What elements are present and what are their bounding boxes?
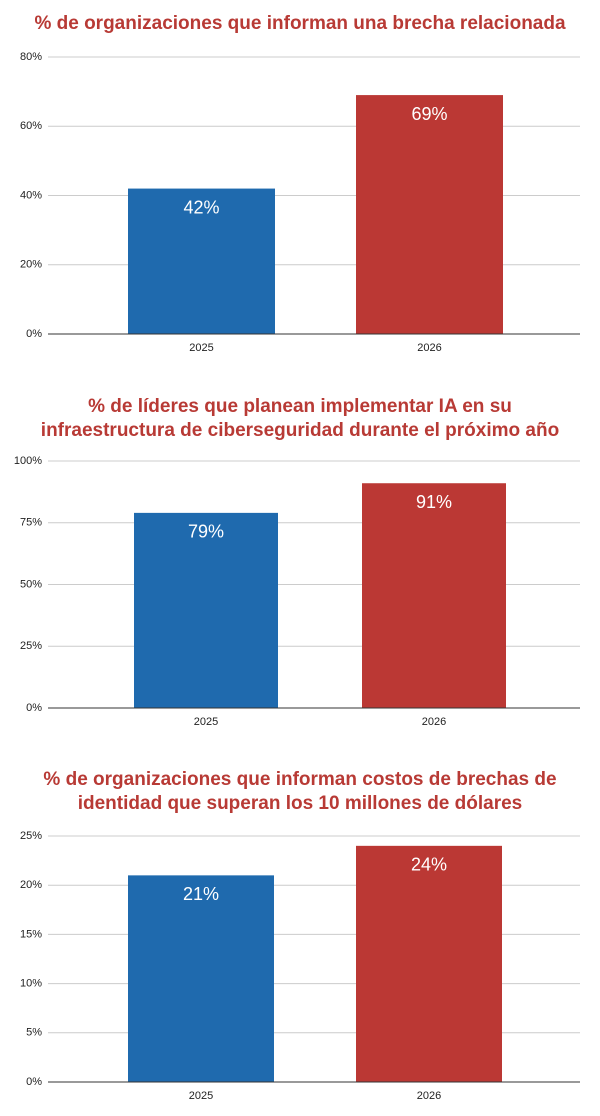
y-tick-label: 0%	[26, 1076, 42, 1088]
y-tick-label: 20%	[20, 879, 42, 891]
y-tick-label: 10%	[20, 978, 42, 990]
bar	[128, 875, 274, 1082]
y-tick-label: 75%	[20, 517, 42, 529]
x-tick-label: 2026	[417, 342, 441, 354]
y-tick-label: 15%	[20, 928, 42, 940]
chart-title: % de organizaciones que informan costos …	[43, 769, 556, 790]
y-tick-label: 60%	[20, 120, 42, 132]
y-tick-label: 100%	[14, 455, 42, 467]
value-label: 21%	[183, 884, 219, 904]
bar	[362, 483, 506, 708]
bar	[356, 845, 502, 1082]
value-label: 42%	[183, 197, 219, 217]
chart-title: identidad que superan los 10 millones de…	[78, 793, 523, 814]
y-tick-label: 50%	[20, 578, 42, 590]
x-tick-label: 2025	[189, 1090, 213, 1102]
bar	[134, 512, 278, 708]
y-tick-label: 0%	[26, 328, 42, 340]
x-tick-label: 2026	[417, 1090, 441, 1102]
bar	[356, 95, 503, 335]
chart-title: % de organizaciones que informan una bre…	[34, 13, 566, 34]
x-tick-label: 2026	[422, 716, 446, 728]
y-tick-label: 40%	[20, 189, 42, 201]
value-label: 69%	[411, 104, 447, 124]
value-label: 79%	[188, 522, 224, 542]
x-tick-label: 2025	[194, 716, 218, 728]
y-tick-label: 0%	[26, 702, 42, 714]
y-tick-label: 5%	[26, 1027, 42, 1039]
value-label: 91%	[416, 492, 452, 512]
bar	[128, 188, 275, 334]
y-tick-label: 20%	[20, 259, 42, 271]
y-tick-label: 25%	[20, 830, 42, 842]
y-tick-label: 80%	[20, 51, 42, 63]
chart-title: infraestructura de ciberseguridad durant…	[41, 420, 559, 441]
y-tick-label: 25%	[20, 640, 42, 652]
value-label: 24%	[411, 855, 447, 875]
chart-title: % de líderes que planean implementar IA …	[88, 396, 512, 417]
x-tick-label: 2025	[189, 342, 213, 354]
